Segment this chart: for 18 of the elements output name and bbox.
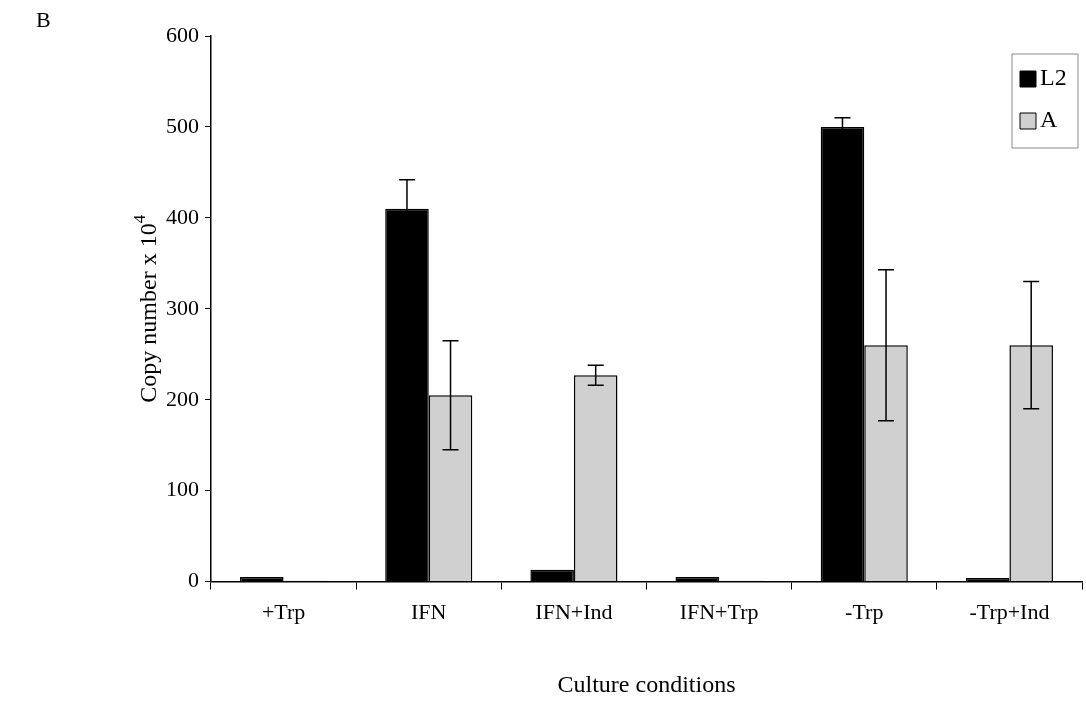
legend-label: A [1040, 106, 1058, 133]
x-tick-label: IFN [411, 598, 447, 624]
x-axis-title: Culture conditions [557, 671, 736, 698]
x-tick-label: -Trp [845, 598, 884, 624]
y-tick-label: 200 [166, 385, 199, 411]
x-tick-label: IFN+Trp [679, 598, 759, 624]
x-tick-label: -Trp+Ind [969, 598, 1050, 624]
text: B [36, 6, 51, 32]
y-tick-label: 500 [166, 112, 199, 138]
y-tick-label: 300 [166, 294, 199, 320]
y-tick-label: 0 [188, 567, 199, 593]
y-tick-label: 100 [166, 476, 199, 502]
x-tick-label: +Trp [261, 598, 306, 624]
x-tick-label: IFN+Ind [535, 598, 613, 624]
legend-label: L2 [1040, 64, 1067, 91]
y-tick-label: 400 [166, 203, 199, 229]
y-axis-title: Copy number x 104 [129, 214, 162, 403]
y-tick-label: 600 [166, 21, 199, 47]
